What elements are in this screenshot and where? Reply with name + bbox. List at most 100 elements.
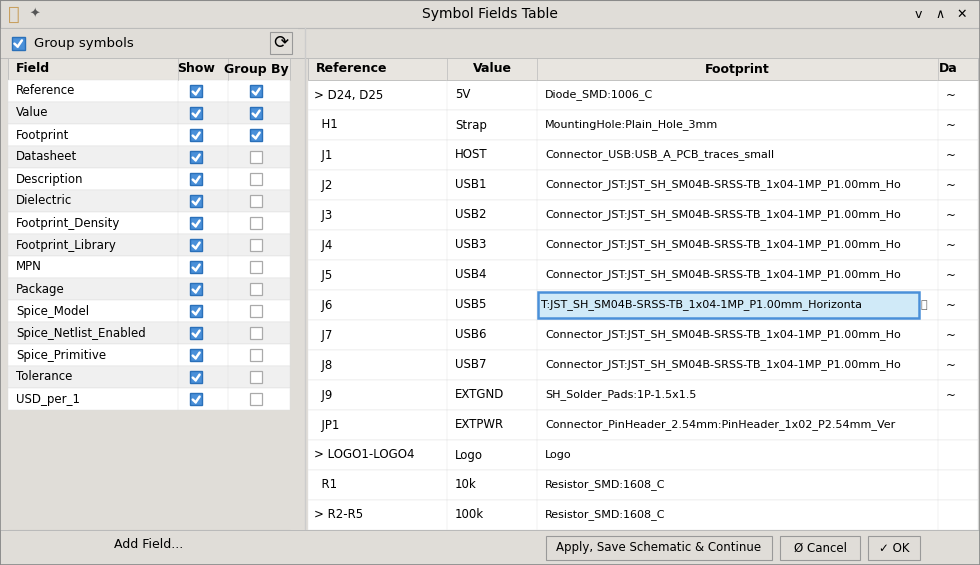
Bar <box>190 107 202 119</box>
Text: Diode_SMD:1006_C: Diode_SMD:1006_C <box>545 89 654 101</box>
Text: 100k: 100k <box>455 508 484 521</box>
Bar <box>190 239 202 251</box>
Text: Symbol Fields Table: Symbol Fields Table <box>422 7 558 21</box>
Text: Connector_PinHeader_2.54mm:PinHeader_1x02_P2.54mm_Ver: Connector_PinHeader_2.54mm:PinHeader_1x0… <box>545 420 896 431</box>
Bar <box>308 170 978 200</box>
Text: MPN: MPN <box>16 260 42 273</box>
Bar <box>8 124 290 146</box>
Text: J2: J2 <box>314 179 332 192</box>
Text: JP1: JP1 <box>314 419 339 432</box>
Bar <box>250 371 262 383</box>
Bar <box>308 410 978 440</box>
Bar <box>250 107 262 119</box>
Text: Value: Value <box>16 106 48 120</box>
Text: USB3: USB3 <box>455 238 486 251</box>
Bar <box>546 536 772 560</box>
Text: > R2-R5: > R2-R5 <box>314 508 364 521</box>
Text: ~: ~ <box>946 268 955 281</box>
Text: > D24, D25: > D24, D25 <box>314 89 383 102</box>
Bar <box>190 371 202 383</box>
Bar <box>250 261 262 273</box>
Bar <box>868 536 920 560</box>
Bar <box>8 300 290 322</box>
Bar <box>8 278 290 300</box>
Bar <box>308 320 978 350</box>
Bar <box>250 305 262 317</box>
Text: Connector_JST:JST_SH_SM04B-SRSS-TB_1x04-1MP_P1.00mm_Ho: Connector_JST:JST_SH_SM04B-SRSS-TB_1x04-… <box>545 180 901 190</box>
Bar <box>190 349 202 361</box>
Bar <box>250 327 262 339</box>
Text: 10k: 10k <box>455 479 476 492</box>
Text: Strap: Strap <box>455 119 487 132</box>
Text: ✓ OK: ✓ OK <box>879 541 909 554</box>
Text: ⫶: ⫶ <box>920 300 927 310</box>
Bar <box>0 530 980 565</box>
Bar <box>190 217 202 229</box>
Text: Connector_JST:JST_SH_SM04B-SRSS-TB_1x04-1MP_P1.00mm_Ho: Connector_JST:JST_SH_SM04B-SRSS-TB_1x04-… <box>545 240 901 250</box>
Bar <box>308 380 978 410</box>
Bar <box>780 536 860 560</box>
Text: USB5: USB5 <box>455 298 486 311</box>
Bar <box>250 239 262 251</box>
Text: EXTPWR: EXTPWR <box>455 419 504 432</box>
Bar <box>308 260 978 290</box>
Bar <box>308 440 978 470</box>
Text: Footprint: Footprint <box>706 63 770 76</box>
Text: Value: Value <box>472 63 512 76</box>
Text: Logo: Logo <box>455 449 483 462</box>
Bar <box>8 80 290 102</box>
Text: ~: ~ <box>946 119 955 132</box>
Bar <box>8 344 290 366</box>
Bar <box>190 195 202 207</box>
Text: Spice_Model: Spice_Model <box>16 305 89 318</box>
Text: USB2: USB2 <box>455 208 486 221</box>
Text: v: v <box>914 7 921 20</box>
Text: Group symbols: Group symbols <box>34 37 133 50</box>
Bar <box>250 85 262 97</box>
Text: Da: Da <box>939 63 957 76</box>
Text: Spice_Primitive: Spice_Primitive <box>16 349 106 362</box>
Text: Connector_JST:JST_SH_SM04B-SRSS-TB_1x04-1MP_P1.00mm_Ho: Connector_JST:JST_SH_SM04B-SRSS-TB_1x04-… <box>545 270 901 280</box>
Text: Reference: Reference <box>16 85 75 98</box>
Bar <box>250 393 262 405</box>
Text: J7: J7 <box>314 328 332 341</box>
Text: Spice_Netlist_Enabled: Spice_Netlist_Enabled <box>16 327 146 340</box>
Bar <box>308 110 978 140</box>
Text: Footprint_Library: Footprint_Library <box>16 238 117 251</box>
Bar <box>190 173 202 185</box>
Text: R1: R1 <box>314 479 337 492</box>
Bar <box>12 37 24 50</box>
Bar <box>8 530 290 558</box>
Text: T:JST_SH_SM04B-SRSS-TB_1x04-1MP_P1.00mm_Horizonta: T:JST_SH_SM04B-SRSS-TB_1x04-1MP_P1.00mm_… <box>541 299 862 310</box>
Text: USB4: USB4 <box>455 268 486 281</box>
Text: ~: ~ <box>946 328 955 341</box>
Text: ~: ~ <box>946 208 955 221</box>
Bar <box>308 230 978 260</box>
Bar <box>308 58 978 80</box>
Text: USB1: USB1 <box>455 179 486 192</box>
Bar <box>250 217 262 229</box>
Bar <box>8 168 290 190</box>
Text: Field: Field <box>16 63 50 76</box>
Text: Resistor_SMD:1608_C: Resistor_SMD:1608_C <box>545 510 665 520</box>
Text: J3: J3 <box>314 208 332 221</box>
Text: HOST: HOST <box>455 149 488 162</box>
Text: Package: Package <box>16 282 65 295</box>
Text: Description: Description <box>16 172 83 185</box>
Text: J9: J9 <box>314 389 332 402</box>
Text: Ø Cancel: Ø Cancel <box>794 541 847 554</box>
Bar <box>8 388 290 410</box>
Bar <box>0 0 980 28</box>
Bar <box>8 256 290 278</box>
Bar <box>190 129 202 141</box>
Bar <box>250 151 262 163</box>
Text: Footprint_Density: Footprint_Density <box>16 216 121 229</box>
Text: ~: ~ <box>946 89 955 102</box>
Bar <box>308 470 978 500</box>
Text: ~: ~ <box>946 238 955 251</box>
Text: J8: J8 <box>314 359 332 372</box>
Bar <box>190 151 202 163</box>
Bar <box>308 80 978 110</box>
Bar <box>8 212 290 234</box>
Text: EXTGND: EXTGND <box>455 389 505 402</box>
